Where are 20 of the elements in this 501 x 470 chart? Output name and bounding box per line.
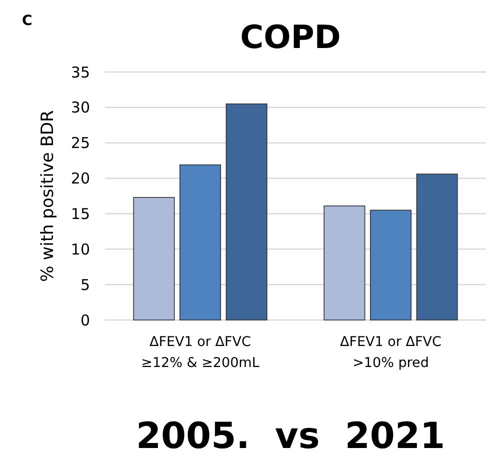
y-tick-label: 30 bbox=[70, 98, 90, 117]
y-tick-label: 10 bbox=[70, 240, 90, 258]
bar bbox=[226, 103, 268, 320]
chart-title: COPD bbox=[240, 18, 341, 56]
text: 2005. vs 2021 bbox=[136, 416, 446, 457]
y-tick-label: 25 bbox=[70, 134, 90, 152]
bar bbox=[179, 164, 222, 320]
bar bbox=[133, 197, 175, 320]
bar bbox=[416, 174, 458, 320]
y-axis-title: % with positive BDR bbox=[38, 110, 58, 282]
text: C bbox=[22, 13, 32, 29]
x-tick-label: ΔFEV1 or ΔFVC >10% pred bbox=[340, 334, 442, 371]
y-tick-label: 35 bbox=[70, 63, 90, 82]
x-tick-label: ΔFEV1 or ΔFVC ≥12% & ≥200mL bbox=[141, 334, 260, 371]
bar bbox=[324, 206, 366, 320]
y-tick-label: 5 bbox=[80, 276, 90, 294]
y-tick-label: 0 bbox=[80, 311, 90, 330]
bar bbox=[370, 210, 412, 320]
y-tick-label: 20 bbox=[70, 170, 90, 188]
y-tick-label: 15 bbox=[70, 204, 90, 223]
